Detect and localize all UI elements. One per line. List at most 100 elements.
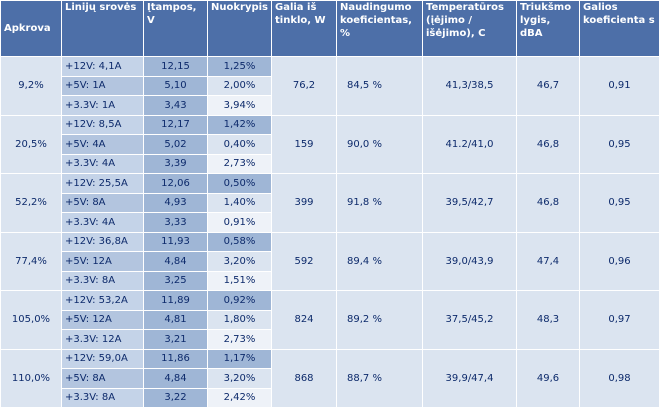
deviation-cell: 1,51% [207, 270, 272, 291]
line-current-cell: +5V: 8A [61, 192, 144, 213]
deviation-cell: 0,50% [207, 173, 272, 194]
voltage-cell: 3,21 [143, 329, 208, 350]
load-cell: 52,2% [0, 173, 62, 233]
table-row: +5V: 8A 4,84 3,20% [1, 368, 659, 389]
voltage-cell: 11,86 [143, 348, 208, 369]
deviation-cell: 0,40% [207, 134, 272, 155]
power-factor-cell: 0,91 [579, 56, 659, 116]
voltage-cell: 11,93 [143, 231, 208, 252]
power-cell: 868 [271, 348, 337, 408]
header-voltage: Įtampos, V [143, 0, 208, 57]
power-cell: 592 [271, 231, 337, 291]
header-load: Apkrova [0, 0, 62, 57]
load-cell: 105,0% [0, 290, 62, 350]
noise-cell: 46,7 [516, 56, 580, 116]
efficiency-cell: 89,4 % [336, 231, 423, 291]
temperature-cell: 41,3/38,5 [422, 56, 517, 116]
efficiency-cell: 84,5 % [336, 56, 423, 116]
deviation-cell: 0,58% [207, 231, 272, 252]
deviation-cell: 2,73% [207, 153, 272, 174]
deviation-cell: 3,94% [207, 95, 272, 116]
header-noise: Triukšmo lygis, dBA [516, 0, 580, 57]
load-cell: 110,0% [0, 348, 62, 408]
noise-cell: 46,8 [516, 173, 580, 233]
line-current-cell: +5V: 8A [61, 368, 144, 389]
deviation-cell: 1,40% [207, 192, 272, 213]
line-current-cell: +5V: 12A [61, 309, 144, 330]
line-current-cell: +3.3V: 12A [61, 329, 144, 350]
table-row: +5V: 8A 4,93 1,40% [1, 192, 659, 213]
voltage-cell: 5,10 [143, 75, 208, 96]
table-row: +5V: 12A 4,84 3,20% [1, 251, 659, 272]
line-current-cell: +3.3V: 8A [61, 270, 144, 291]
table-row: +5V: 4A 5,02 0,40% [1, 134, 659, 155]
voltage-cell: 3,39 [143, 153, 208, 174]
noise-cell: 49,6 [516, 348, 580, 408]
table-row: 9,2% +12V: 4,1A 12,15 1,25% 76,2 84,5 % 41,3/3… [0, 56, 659, 116]
efficiency-cell: 88,7 % [336, 348, 423, 408]
voltage-cell: 3,25 [143, 270, 208, 291]
voltage-cell: 11,89 [143, 290, 208, 311]
deviation-cell: 1,17% [207, 348, 272, 369]
voltage-cell: 3,43 [143, 95, 208, 116]
voltage-cell: 12,15 [143, 56, 208, 77]
line-current-cell: +12V: 25,5A [61, 173, 144, 194]
power-factor-cell: 0,95 [579, 114, 659, 174]
table-row: +3.3V: 12A 3,21 2,73% [1, 329, 659, 350]
table-row: 20,5% +12V: 8,5A 12,17 1,42% 159 90,0 % 41.2/4… [0, 114, 659, 174]
line-current-cell: +12V: 4,1A [61, 56, 144, 77]
table-row: 77,4% +12V: 36,8A 11,93 0,58% 592 89,4 % 39,0/… [0, 231, 659, 291]
voltage-cell: 3,33 [143, 212, 208, 233]
temperature-cell: 41.2/41,0 [422, 114, 517, 174]
deviation-cell: 0,92% [207, 290, 272, 311]
line-current-cell: +5V: 1A [61, 75, 144, 96]
deviation-cell: 1,80% [207, 309, 272, 330]
header-currents: Linijų srovės [61, 0, 144, 57]
power-cell: 824 [271, 290, 337, 350]
deviation-cell: 2,00% [207, 75, 272, 96]
line-current-cell: +12V: 53,2A [61, 290, 144, 311]
deviation-cell: 0,91% [207, 212, 272, 233]
voltage-cell: 3,22 [143, 387, 208, 408]
power-cell: 76,2 [271, 56, 337, 116]
power-factor-cell: 0,96 [579, 231, 659, 291]
noise-cell: 48,3 [516, 290, 580, 350]
efficiency-cell: 89,2 % [336, 290, 423, 350]
voltage-cell: 4,84 [143, 251, 208, 272]
header-efficiency: Naudingumo koeficientas, % [336, 0, 423, 57]
deviation-cell: 2,42% [207, 387, 272, 408]
header-power: Galia iš tinklo, W [271, 0, 337, 57]
line-current-cell: +3.3V: 1A [61, 95, 144, 116]
line-current-cell: +3.3V: 8A [61, 387, 144, 408]
voltage-cell: 12,17 [143, 114, 208, 135]
header-deviation: Nuokrypis [207, 0, 272, 57]
table-row: +3.3V: 8A 3,25 1,51% [1, 270, 659, 291]
line-current-cell: +5V: 4A [61, 134, 144, 155]
efficiency-cell: 90,0 % [336, 114, 423, 174]
temperature-cell: 37,5/45,2 [422, 290, 517, 350]
table-row: 105,0% +12V: 53,2A 11,89 0,92% 824 89,2 % 37,5… [0, 290, 659, 350]
header-row: Apkrova Linijų srovės Įtampos, V Nuokryp… [0, 0, 659, 57]
line-current-cell: +12V: 36,8A [61, 231, 144, 252]
power-factor-cell: 0,95 [579, 173, 659, 233]
noise-cell: 47,4 [516, 231, 580, 291]
voltage-cell: 4,84 [143, 368, 208, 389]
power-cell: 159 [271, 114, 337, 174]
voltage-cell: 4,81 [143, 309, 208, 330]
table-body: 9,2% +12V: 4,1A 12,15 1,25% 76,2 84,5 % 41,3/3… [0, 56, 659, 408]
line-current-cell: +3.3V: 4A [61, 153, 144, 174]
voltage-cell: 12,06 [143, 173, 208, 194]
line-current-cell: +3.3V: 4A [61, 212, 144, 233]
table-row: 110,0% +12V: 59,0A 11,86 1,17% 868 88,7 % 39,9… [0, 348, 659, 408]
power-cell: 399 [271, 173, 337, 233]
voltage-cell: 5,02 [143, 134, 208, 155]
deviation-cell: 1,42% [207, 114, 272, 135]
table-row: 52,2% +12V: 25,5A 12,06 0,50% 399 91,8 % 39,5/… [0, 173, 659, 233]
noise-cell: 46,8 [516, 114, 580, 174]
header-power-factor: Galios koeficienta s [579, 0, 659, 57]
temperature-cell: 39,9/47,4 [422, 348, 517, 408]
deviation-cell: 2,73% [207, 329, 272, 350]
line-current-cell: +5V: 12A [61, 251, 144, 272]
deviation-cell: 1,25% [207, 56, 272, 77]
